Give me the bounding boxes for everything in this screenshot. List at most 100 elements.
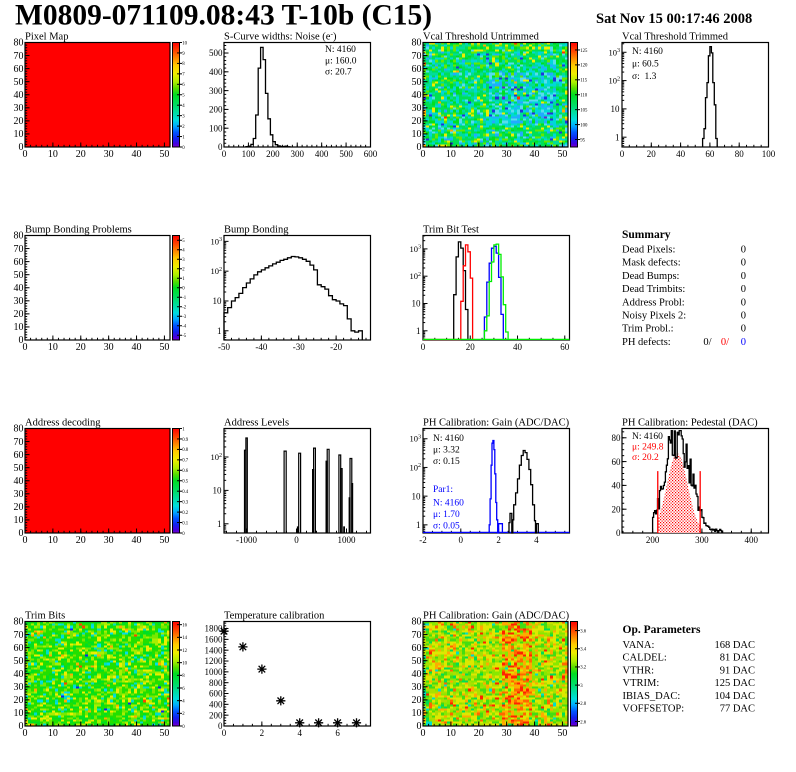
svg-text:0: 0 (19, 721, 24, 732)
svg-text:1: 1 (217, 326, 222, 336)
svg-text:CALDEL:: CALDEL: (623, 653, 667, 664)
svg-text:3: 3 (580, 684, 583, 689)
svg-text:80: 80 (14, 231, 24, 242)
svg-text:20: 20 (14, 309, 24, 320)
svg-text:Trim Probl.:: Trim Probl.: (622, 324, 674, 335)
svg-text:10: 10 (412, 491, 422, 501)
svg-text:40: 40 (132, 728, 142, 739)
svg-text:4: 4 (182, 699, 185, 704)
svg-text:0: 0 (182, 146, 185, 151)
svg-text:-50: -50 (218, 342, 230, 352)
svg-text:M0809-071109.08:43 T-10b (C15): M0809-071109.08:43 T-10b (C15) (15, 0, 432, 32)
svg-text:1000: 1000 (338, 535, 357, 545)
svg-text:20: 20 (76, 535, 86, 546)
svg-text:40: 40 (14, 476, 24, 487)
svg-text:0: 0 (417, 721, 422, 732)
svg-text:6: 6 (182, 687, 185, 692)
svg-text:102: 102 (608, 76, 620, 86)
svg-text:30: 30 (104, 342, 114, 353)
svg-text:50: 50 (14, 77, 24, 88)
svg-text:20: 20 (14, 695, 24, 706)
svg-text:100: 100 (580, 123, 588, 128)
svg-text:0.7: 0.7 (182, 459, 189, 464)
svg-text:Dead Pixels:: Dead Pixels: (622, 245, 675, 256)
svg-text:-1000: -1000 (236, 535, 257, 545)
svg-text:80: 80 (14, 424, 24, 435)
svg-text:0.5: 0.5 (182, 480, 189, 485)
svg-text:10: 10 (182, 661, 187, 666)
svg-text:70: 70 (14, 437, 24, 448)
svg-text:0/: 0/ (703, 337, 711, 348)
svg-text:300: 300 (209, 86, 223, 96)
svg-text:IBIAS_DAC:: IBIAS_DAC: (623, 691, 681, 702)
svg-text:40: 40 (412, 90, 422, 101)
svg-text:80: 80 (612, 433, 622, 443)
svg-text:40: 40 (412, 669, 422, 680)
svg-text:120: 120 (580, 64, 588, 69)
svg-text:20: 20 (612, 504, 622, 514)
svg-text:Par1:: Par1: (433, 485, 453, 495)
svg-text:600: 600 (209, 689, 223, 699)
svg-text:103: 103 (608, 47, 620, 57)
svg-text:μ: 1.70: μ: 1.70 (433, 510, 460, 520)
svg-text:0: 0 (218, 721, 223, 731)
svg-text:8: 8 (182, 62, 185, 67)
svg-text:50: 50 (412, 77, 422, 88)
svg-text:102: 102 (409, 271, 421, 281)
svg-text:2: 2 (182, 712, 185, 717)
svg-text:σ: 20.2: σ: 20.2 (632, 453, 659, 463)
svg-text:0: 0 (459, 535, 464, 545)
svg-text:300: 300 (695, 535, 709, 545)
svg-text:0: 0 (620, 149, 625, 159)
svg-text:-40: -40 (255, 342, 267, 352)
svg-text:60: 60 (14, 450, 24, 461)
svg-text:1: 1 (217, 519, 222, 529)
svg-text:300: 300 (291, 149, 305, 159)
svg-text:80: 80 (14, 38, 24, 49)
svg-text:-1: -1 (182, 296, 187, 301)
svg-text:70: 70 (14, 244, 24, 255)
svg-text:0: 0 (741, 324, 746, 335)
svg-text:σ: 0.05: σ: 0.05 (433, 522, 460, 532)
svg-text:95: 95 (580, 138, 585, 143)
svg-text:20: 20 (466, 342, 476, 352)
svg-text:10: 10 (14, 129, 24, 140)
svg-text:50: 50 (557, 149, 567, 160)
svg-text:102: 102 (409, 462, 421, 472)
svg-text:10: 10 (14, 515, 24, 526)
svg-text:10: 10 (412, 299, 422, 309)
svg-text:0: 0 (421, 342, 426, 352)
svg-text:40: 40 (530, 728, 540, 739)
svg-text:20: 20 (412, 695, 422, 706)
svg-text:110: 110 (580, 94, 588, 99)
svg-text:400: 400 (315, 149, 329, 159)
svg-text:60: 60 (612, 457, 622, 467)
svg-text:200: 200 (209, 710, 223, 720)
svg-text:50: 50 (159, 149, 169, 160)
svg-text:10: 10 (182, 41, 187, 46)
svg-text:Vcal Threshold Trimmed: Vcal Threshold Trimmed (622, 32, 729, 43)
svg-text:40: 40 (132, 535, 142, 546)
svg-text:0: 0 (19, 335, 24, 346)
svg-text:0.1: 0.1 (182, 521, 189, 526)
svg-text:60: 60 (705, 149, 715, 159)
svg-text:Bump Bonding Problems: Bump Bonding Problems (25, 225, 132, 236)
svg-text:500: 500 (339, 149, 353, 159)
svg-text:50: 50 (159, 342, 169, 353)
svg-text:0: 0 (222, 149, 227, 159)
svg-text:60: 60 (560, 342, 570, 352)
svg-text:40: 40 (530, 149, 540, 160)
svg-text:Address decoding: Address decoding (25, 418, 101, 429)
svg-text:μ: 160.0: μ: 160.0 (325, 57, 357, 67)
svg-text:50: 50 (14, 656, 24, 667)
svg-text:0.6: 0.6 (182, 469, 189, 474)
svg-text:30: 30 (104, 149, 114, 160)
svg-text:103: 103 (210, 236, 222, 246)
svg-text:-4: -4 (182, 325, 187, 330)
svg-text:Sat Nov 15 00:17:46 2008: Sat Nov 15 00:17:46 2008 (596, 11, 752, 27)
svg-text:1: 1 (615, 132, 620, 142)
svg-text:0.2: 0.2 (182, 511, 189, 516)
svg-text:400: 400 (744, 535, 758, 545)
svg-text:100: 100 (762, 149, 776, 159)
svg-text:80: 80 (14, 617, 24, 628)
